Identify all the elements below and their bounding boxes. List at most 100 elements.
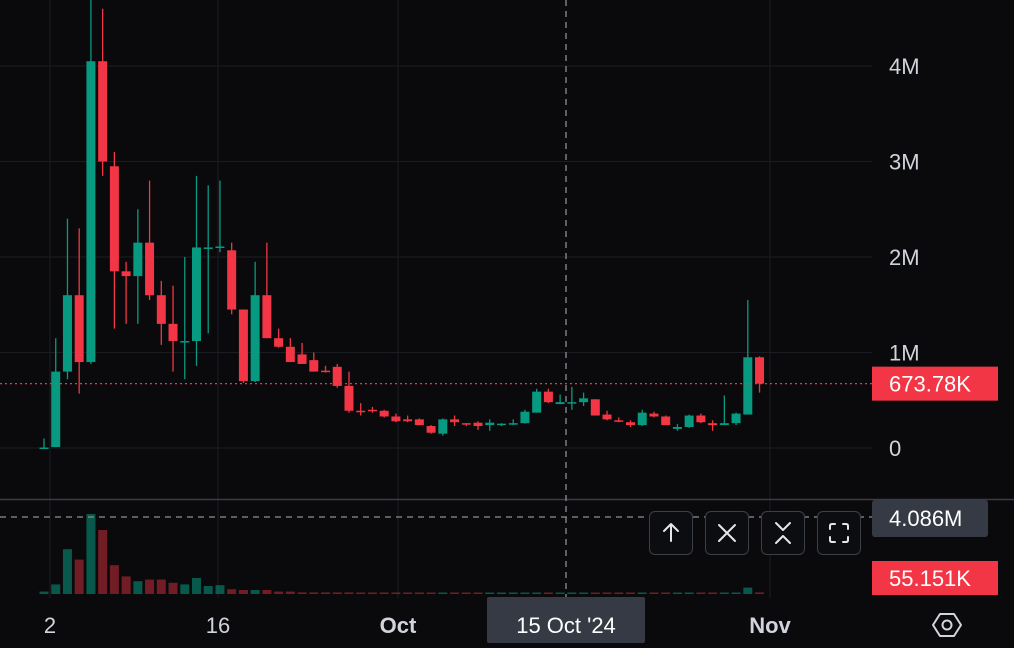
last-price-label: 673.78K	[889, 372, 971, 397]
volume-bar	[250, 590, 260, 594]
candle-body	[74, 295, 84, 363]
candle-body	[332, 366, 342, 386]
candle-body	[238, 309, 248, 382]
volume-bar	[661, 592, 671, 594]
close-icon	[718, 524, 736, 542]
volume-bar	[684, 592, 694, 594]
volume-bar	[332, 592, 342, 594]
volume-bar	[203, 586, 213, 594]
candle-body	[532, 391, 542, 413]
volume-bar	[532, 592, 542, 594]
volume-bar	[485, 592, 495, 594]
candle-body	[391, 416, 401, 422]
volume-bar	[74, 559, 84, 594]
candle-body	[637, 412, 647, 426]
volume-bar	[626, 592, 635, 594]
settings-icon[interactable]	[928, 606, 966, 644]
volume-bar	[274, 591, 284, 594]
volume-bar	[473, 592, 483, 594]
y-tick-label: 1M	[889, 341, 920, 366]
candle-body	[555, 402, 565, 405]
volume-bar	[145, 579, 155, 594]
volume-bar	[403, 592, 413, 594]
volume-bar	[508, 592, 518, 594]
candle-body	[180, 341, 190, 343]
candle-body	[285, 346, 295, 363]
volume-bar	[649, 592, 659, 594]
candle-body	[614, 420, 624, 422]
candle-body	[755, 357, 765, 384]
candle-body	[203, 247, 213, 249]
volume-bar	[426, 592, 436, 594]
candle-body	[426, 426, 436, 433]
candle-body	[356, 410, 366, 413]
volume-bar	[285, 591, 295, 594]
candle-body	[731, 413, 741, 424]
volume-bar	[121, 576, 131, 594]
candle-body	[321, 370, 331, 373]
candle-body	[543, 391, 553, 403]
collapse-icon	[775, 522, 791, 544]
close-button[interactable]	[705, 511, 749, 555]
candle-body	[62, 295, 72, 372]
candle-body	[684, 415, 694, 427]
volume-bar	[719, 592, 729, 594]
volume-bar	[708, 592, 718, 594]
volume-bar	[543, 592, 553, 594]
candle-body	[133, 242, 143, 277]
volume-bar	[227, 589, 237, 594]
volume-bar	[86, 514, 96, 594]
candle-body	[250, 295, 260, 382]
volume-bar	[309, 592, 319, 594]
candle-body	[496, 423, 506, 426]
candle-body	[344, 385, 354, 411]
volume-bar	[238, 590, 248, 594]
volume-bar	[391, 592, 401, 594]
candle-body	[309, 360, 319, 372]
volume-bar	[344, 592, 354, 594]
candle-body	[403, 419, 413, 422]
candle-body	[86, 61, 96, 363]
volume-bar	[731, 592, 741, 594]
volume-bar	[438, 592, 448, 594]
volume-bar	[297, 592, 307, 594]
y-tick-label: 0	[889, 436, 901, 461]
candle-body	[191, 247, 201, 342]
volume-bar	[520, 592, 530, 594]
candle-body	[649, 413, 659, 417]
scroll-up-button[interactable]	[649, 511, 693, 555]
volume-bar	[672, 592, 682, 594]
volume-bar	[414, 592, 424, 594]
candle-body	[602, 414, 612, 420]
candle-body	[696, 415, 706, 423]
candle-body	[672, 426, 682, 429]
candle-body	[297, 354, 307, 364]
volume-bar	[321, 592, 331, 594]
volume-bar	[168, 582, 178, 594]
arrow-up-icon	[663, 523, 679, 542]
volume-bar	[39, 591, 49, 594]
candle-body	[262, 295, 272, 339]
candle-body	[485, 422, 495, 426]
volume-bar	[555, 592, 565, 594]
volume-bar	[450, 592, 460, 594]
candle-body	[508, 423, 518, 425]
candle-body	[379, 410, 389, 417]
x-tick-label: Nov	[749, 613, 791, 638]
candle-body	[626, 422, 635, 426]
volume-bar	[262, 590, 272, 594]
volume-bar	[614, 592, 624, 594]
candle-body	[590, 399, 600, 416]
volume-bar	[215, 585, 225, 594]
candle-body	[156, 295, 166, 324]
volume-bar	[62, 549, 72, 594]
last-price-badge	[872, 366, 998, 401]
volume-bar	[356, 592, 366, 594]
candle-body	[274, 338, 284, 347]
collapse-button[interactable]	[761, 511, 805, 555]
maximize-button[interactable]	[817, 511, 861, 555]
volume-bar	[696, 592, 706, 594]
volume-value-label: 55.151K	[889, 566, 971, 591]
candle-body	[39, 447, 49, 450]
